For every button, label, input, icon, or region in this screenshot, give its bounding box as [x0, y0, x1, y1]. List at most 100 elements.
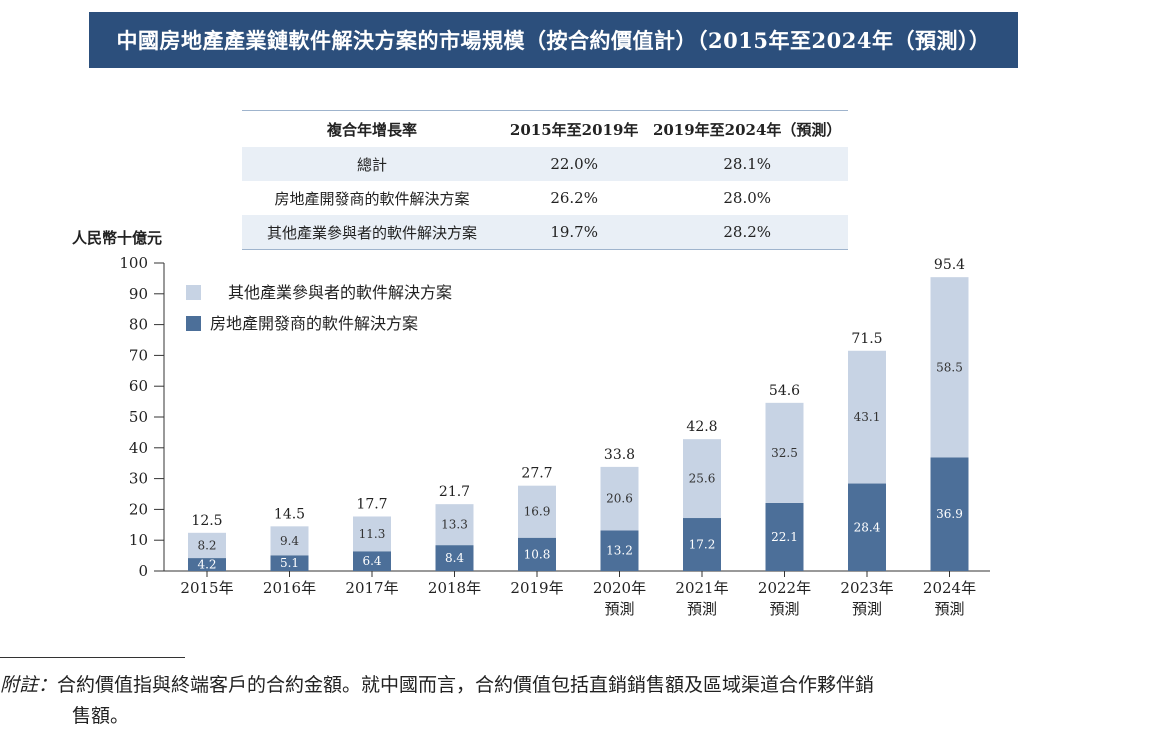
data-label-developers: 17.2: [689, 538, 716, 552]
chart-title: 中國房地產產業鏈軟件解決方案的市場規模（按合約價值計）（2015年至2024年（…: [89, 12, 1018, 68]
data-label-total: 71.5: [851, 331, 882, 347]
legend-label-other-participants: 其他產業參與者的軟件解決方案: [228, 283, 452, 302]
cagr-row-developers: 房地產開發商的軟件解決方案 26.2% 28.0%: [242, 181, 848, 215]
y-axis-label: 人民幣十億元: [72, 229, 162, 247]
data-label-total: 33.8: [604, 447, 635, 463]
cagr-row-value: 28.1%: [646, 147, 848, 181]
bar-developers: [518, 537, 556, 571]
bar-developers: [848, 483, 886, 571]
y-tick-label: 70: [129, 346, 148, 364]
data-label-total: 54.6: [769, 383, 800, 399]
bar-developers: [188, 558, 226, 571]
data-label-developers: 28.4: [854, 520, 881, 534]
data-label-developers: 22.1: [771, 530, 798, 544]
cagr-header-period2: 2019年至2024年（預測）: [646, 110, 848, 147]
bar-other-participants: [683, 439, 721, 519]
data-label-developers: 13.2: [606, 544, 633, 558]
cagr-header-label: 複合年增長率: [242, 110, 502, 147]
bar-developers: [683, 518, 721, 571]
y-tick-label: 10: [129, 531, 148, 549]
y-tick-label: 60: [129, 377, 148, 395]
data-label-total: 27.7: [521, 466, 552, 482]
data-label-developers: 10.8: [524, 547, 551, 561]
cagr-row-label: 房地產開發商的軟件解決方案: [274, 189, 470, 208]
data-label-total: 95.4: [934, 257, 965, 273]
bar-developers: [600, 530, 639, 571]
data-label-total: 14.5: [274, 506, 305, 522]
footnote: 附註：合約價值指與終端客戶的合約金額。就中國而言，合約價值包括直銷銷售額及區域渠…: [0, 670, 1100, 732]
y-tick-label: 0: [138, 562, 148, 580]
cagr-row-other-participants: 其他產業參與者的軟件解決方案 19.7% 28.2%: [242, 215, 848, 250]
data-label-other-participants: 16.9: [524, 505, 551, 519]
y-tick-label: 20: [129, 500, 148, 518]
cagr-row-value: 28.2%: [646, 215, 848, 250]
cagr-header-row: 複合年增長率 2015年至2019年 2019年至2024年（預測）: [242, 110, 848, 147]
cagr-row-label: 其他產業參與者的軟件解決方案: [242, 215, 502, 250]
cagr-row-value: 26.2%: [550, 189, 598, 207]
cagr-header-period1: 2015年至2019年: [501, 110, 647, 147]
y-tick-label: 80: [129, 316, 148, 334]
data-label-developers: 5.1: [280, 556, 299, 570]
footnote-text-line1: 合約價值指與終端客戶的合約金額。就中國而言，合約價值包括直銷銷售額及區域渠道合作…: [57, 674, 875, 696]
x-tick-label: 2024年: [923, 579, 976, 597]
cagr-row-total: 總計 22.0% 28.1%: [242, 147, 848, 181]
bar-developers: [765, 502, 804, 571]
data-label-other-participants: 9.4: [280, 534, 299, 548]
x-tick-label: 2019年: [510, 579, 563, 597]
x-tick-label: 2016年: [263, 579, 316, 597]
x-tick-sublabel: 預測: [852, 600, 882, 618]
footnote-divider: [0, 657, 185, 658]
bar-developers: [930, 457, 969, 571]
footnote-label: 附註：: [0, 674, 58, 696]
cagr-table: 複合年增長率 2015年至2019年 2019年至2024年（預測） 總計 22…: [242, 110, 848, 250]
data-label-other-participants: 43.1: [854, 410, 881, 424]
bar-other-participants: [270, 526, 309, 556]
data-label-developers: 4.2: [197, 558, 216, 572]
data-label-other-participants: 25.6: [689, 472, 716, 486]
x-tick-sublabel: 預測: [687, 600, 717, 618]
legend-swatch-developers: [186, 316, 201, 331]
y-tick-label: 50: [129, 408, 148, 426]
data-label-developers: 6.4: [362, 554, 381, 568]
x-tick-sublabel: 預測: [934, 600, 964, 618]
cagr-row-value: 19.7%: [501, 215, 647, 250]
y-tick-label: 90: [129, 285, 148, 303]
cagr-row-label: 總計: [242, 147, 502, 181]
x-tick-label: 2021年: [675, 579, 728, 597]
data-label-total: 21.7: [439, 484, 470, 500]
y-tick-label: 40: [129, 439, 148, 457]
legend-swatch-other-participants: [186, 285, 201, 300]
x-tick-label: 2020年: [593, 579, 646, 597]
data-label-other-participants: 13.3: [441, 518, 468, 532]
x-tick-label: 2022年: [758, 579, 811, 597]
stacked-bar-chart: 人民幣十億元 0 10 20 30 40 50 60 70 80 90 100 4.2 8.2 12.5 20…: [72, 229, 990, 618]
bar-other-participants: [435, 504, 474, 546]
data-label-developers: 36.9: [936, 507, 963, 521]
legend-label-developers: 房地產開發商的軟件解決方案: [210, 314, 418, 333]
y-tick-label: 30: [129, 470, 148, 488]
bar-other-participants: [848, 350, 886, 484]
bar-other-participants: [765, 402, 804, 503]
bar-other-participants: [188, 532, 226, 559]
bar-other-participants: [353, 516, 391, 552]
x-tick-label: 2018年: [428, 579, 481, 597]
bar-developers: [270, 555, 309, 571]
x-tick-label: 2023年: [840, 579, 893, 597]
data-label-developers: 8.4: [445, 551, 464, 565]
bar-developers: [435, 545, 474, 571]
y-tick-label: 100: [119, 254, 148, 272]
bar-developers: [353, 551, 391, 571]
x-tick-label: 2017年: [345, 579, 398, 597]
data-label-total: 12.5: [191, 513, 222, 529]
data-label-other-participants: 58.5: [936, 360, 963, 374]
footnote-text-line2: 售額。: [72, 705, 130, 727]
data-label-other-participants: 11.3: [359, 527, 386, 541]
x-tick-sublabel: 預測: [604, 600, 634, 618]
cagr-row-value: 22.0%: [501, 147, 647, 181]
data-label-total: 17.7: [356, 496, 387, 512]
data-label-total: 42.8: [686, 419, 717, 435]
cagr-row-value: 28.0%: [723, 189, 772, 207]
x-tick-label: 2015年: [180, 579, 233, 597]
bar-other-participants: [930, 277, 969, 458]
x-tick-sublabel: 預測: [769, 600, 799, 618]
